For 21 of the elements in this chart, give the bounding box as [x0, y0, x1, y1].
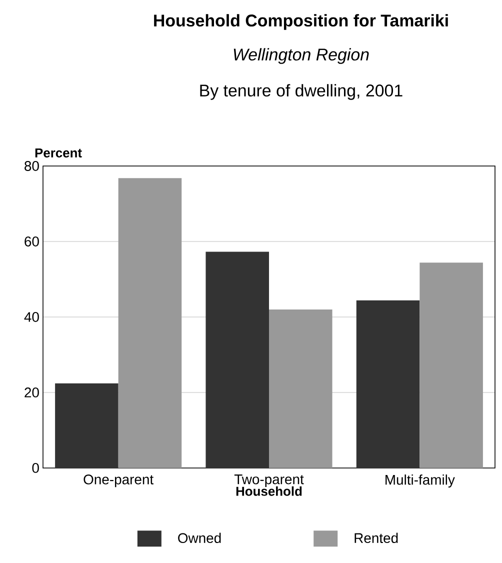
x-tick-label: One-parent — [84, 474, 154, 488]
y-axis-title: Percent — [35, 148, 82, 158]
legend-label: Rented — [354, 532, 398, 544]
bar — [420, 262, 483, 468]
y-tick-label: 60 — [24, 236, 39, 246]
y-tick-label: 80 — [24, 161, 39, 171]
bar — [118, 178, 182, 468]
y-tick-label: 0 — [32, 463, 39, 473]
text: By tenure of dwelling, 2001 — [200, 84, 402, 100]
y-tick-label: 40 — [24, 312, 39, 322]
bar — [55, 383, 118, 468]
x-tick-label: Multi-family — [386, 474, 455, 488]
bar — [206, 252, 269, 468]
chart-title: Household Composition for Tamariki — [154, 14, 448, 30]
x-axis-title: Household — [236, 486, 302, 496]
y-tick-label: 20 — [24, 388, 39, 398]
bar — [356, 300, 420, 468]
bar — [269, 309, 332, 468]
chart-subtitle: Wellington Region — [234, 48, 369, 64]
x-tick-label: Two-parent — [234, 474, 304, 487]
legend-label: Owned — [178, 532, 221, 544]
